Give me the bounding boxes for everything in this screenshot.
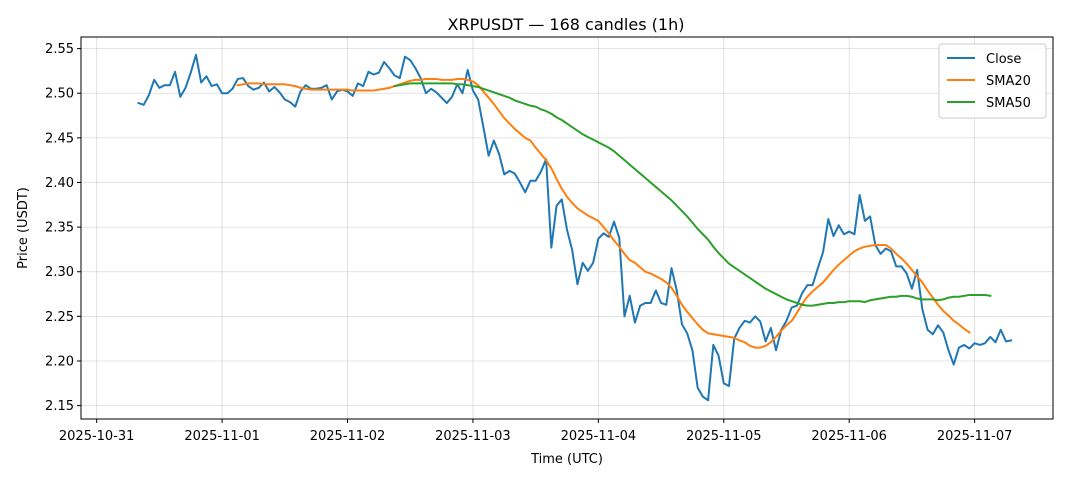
legend-label-close: Close xyxy=(986,52,1021,67)
x-tick-label: 2025-11-04 xyxy=(561,429,637,444)
legend-items: Close SMA20 SMA50 xyxy=(947,52,1031,111)
y-tick-label: 2.30 xyxy=(45,265,74,280)
y-tick-label: 2.35 xyxy=(45,221,74,236)
series-layer xyxy=(137,53,1013,402)
y-axis-label: Price (USDT) xyxy=(16,187,31,269)
y-tick-label: 2.15 xyxy=(45,399,74,414)
x-tick-label: 2025-11-06 xyxy=(811,429,887,444)
y-tick-label: 2.50 xyxy=(45,87,74,102)
x-tick-label: 2025-11-05 xyxy=(686,429,762,444)
series-line-sma50 xyxy=(393,82,992,307)
x-tick-label: 2025-11-03 xyxy=(435,429,511,444)
plot-area-frame xyxy=(80,36,1054,420)
y-tick-label: 2.40 xyxy=(45,176,74,191)
x-axis-ticks: 2025-10-31 2025-11-01 2025-11-02 2025-11-03… xyxy=(59,419,1012,444)
y-tick-label: 2.55 xyxy=(45,42,74,57)
y-tick-label: 2.20 xyxy=(45,354,74,369)
y-tick-label: 2.45 xyxy=(45,131,74,146)
chart-title: XRPUSDT — 168 candles (1h) xyxy=(448,15,685,34)
legend-label-sma50: SMA50 xyxy=(986,96,1031,111)
x-tick-label: 2025-11-07 xyxy=(937,429,1013,444)
y-tick-label: 2.25 xyxy=(45,310,74,325)
legend-label-sma20: SMA20 xyxy=(986,74,1031,89)
x-tick-label: 2025-11-01 xyxy=(184,429,260,444)
series-line-sma20 xyxy=(236,77,971,349)
x-tick-label: 2025-11-02 xyxy=(310,429,386,444)
legend: Close SMA20 SMA50 xyxy=(938,43,1047,119)
legend-frame xyxy=(938,43,1047,119)
x-tick-label: 2025-10-31 xyxy=(59,429,135,444)
series-line-close xyxy=(137,53,1013,402)
y-axis-ticks: 2.15 2.20 2.25 2.30 2.35 2.40 2.45 2.50 2.55 xyxy=(45,42,81,414)
x-axis-label: Time (UTC) xyxy=(530,452,603,467)
